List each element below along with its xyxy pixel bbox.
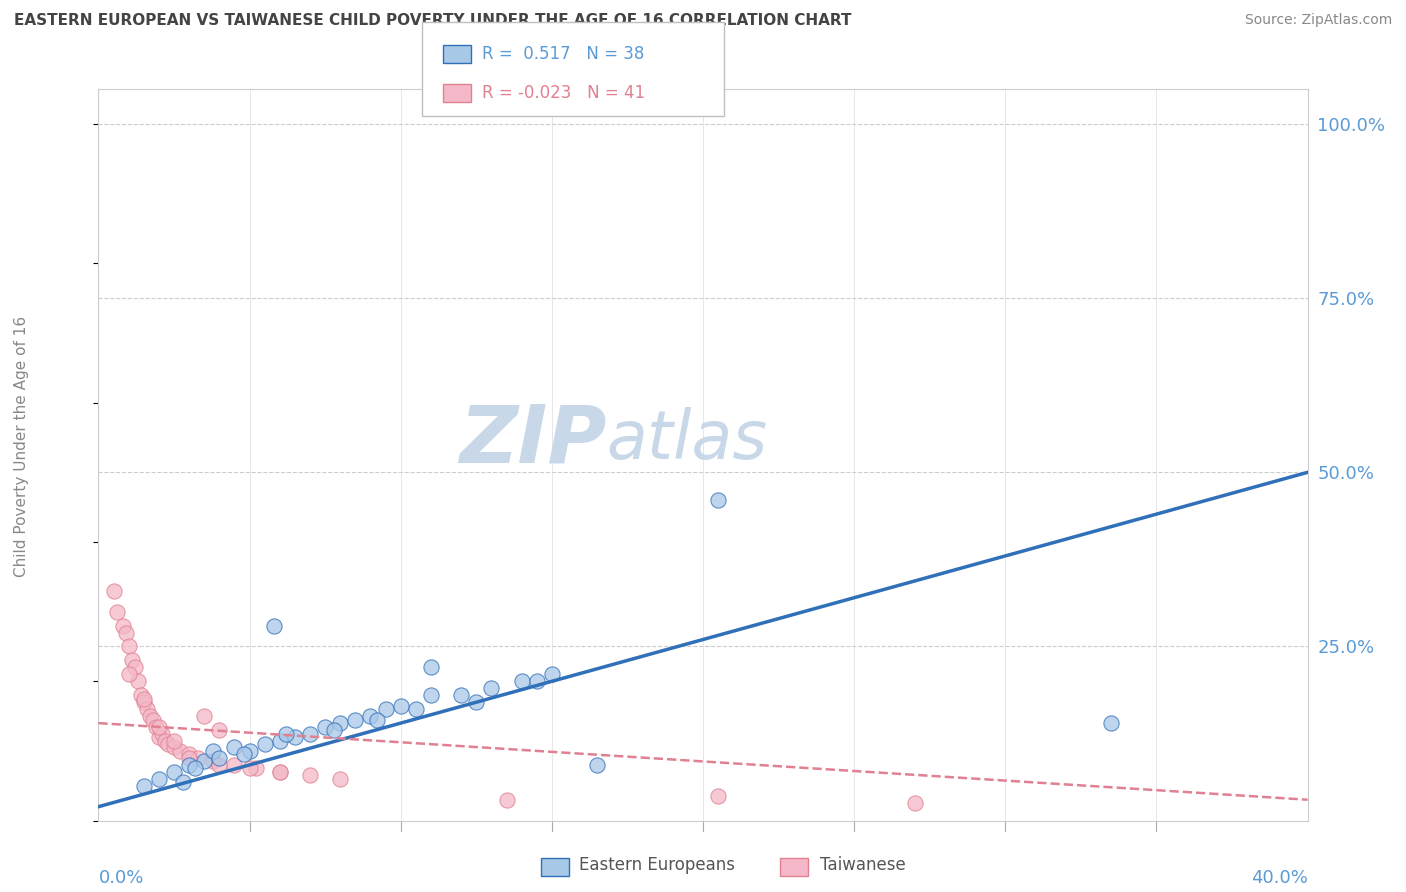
- Point: [245, 761, 267, 775]
- Point: [184, 761, 207, 775]
- Point: [329, 772, 352, 786]
- Text: Eastern Europeans: Eastern Europeans: [579, 856, 735, 874]
- Point: [323, 723, 346, 737]
- Point: [132, 695, 155, 709]
- Point: [179, 747, 201, 762]
- Point: [495, 793, 517, 807]
- Point: [269, 764, 291, 779]
- Point: [150, 726, 173, 740]
- Point: [148, 720, 170, 734]
- Point: [139, 709, 162, 723]
- Point: [103, 583, 125, 598]
- Point: [153, 733, 176, 747]
- Point: [148, 772, 170, 786]
- Point: [202, 744, 225, 758]
- Point: [481, 681, 503, 696]
- Point: [111, 618, 134, 632]
- Point: [208, 723, 231, 737]
- Point: [420, 688, 443, 702]
- Point: [118, 640, 141, 654]
- Point: [179, 758, 201, 772]
- Point: [374, 702, 396, 716]
- Point: [405, 702, 427, 716]
- Point: [344, 713, 367, 727]
- Point: [187, 751, 209, 765]
- Point: [389, 698, 412, 713]
- Point: [118, 667, 141, 681]
- Point: [208, 751, 231, 765]
- Point: [299, 768, 322, 782]
- Point: [1099, 716, 1122, 731]
- Point: [224, 758, 246, 772]
- Point: [253, 737, 276, 751]
- Point: [232, 747, 254, 762]
- Point: [163, 764, 186, 779]
- Point: [541, 667, 564, 681]
- Point: [148, 730, 170, 744]
- Text: ZIP: ZIP: [458, 401, 606, 479]
- Point: [129, 688, 152, 702]
- Text: Source: ZipAtlas.com: Source: ZipAtlas.com: [1244, 13, 1392, 28]
- Point: [156, 737, 179, 751]
- Point: [284, 730, 307, 744]
- Point: [510, 674, 533, 689]
- Point: [135, 702, 157, 716]
- Point: [224, 740, 246, 755]
- Point: [132, 691, 155, 706]
- Point: [526, 674, 548, 689]
- Point: [172, 775, 194, 789]
- Point: [142, 713, 165, 727]
- Point: [179, 751, 201, 765]
- Text: Taiwanese: Taiwanese: [820, 856, 905, 874]
- Point: [420, 660, 443, 674]
- Point: [114, 625, 136, 640]
- Text: 0.0%: 0.0%: [98, 870, 143, 888]
- Point: [366, 713, 388, 727]
- Point: [269, 764, 291, 779]
- Point: [127, 674, 149, 689]
- Point: [193, 709, 215, 723]
- Point: [269, 733, 291, 747]
- Point: [707, 789, 730, 804]
- Point: [299, 726, 322, 740]
- Point: [169, 744, 191, 758]
- Point: [586, 758, 609, 772]
- Text: EASTERN EUROPEAN VS TAIWANESE CHILD POVERTY UNDER THE AGE OF 16 CORRELATION CHAR: EASTERN EUROPEAN VS TAIWANESE CHILD POVE…: [14, 13, 852, 29]
- Point: [208, 758, 231, 772]
- Point: [145, 720, 167, 734]
- Point: [314, 720, 336, 734]
- Point: [450, 688, 472, 702]
- Point: [329, 716, 352, 731]
- Point: [465, 695, 488, 709]
- Point: [124, 660, 146, 674]
- Point: [360, 709, 382, 723]
- Text: atlas: atlas: [606, 408, 768, 474]
- Point: [202, 755, 225, 769]
- Point: [239, 744, 262, 758]
- Point: [263, 618, 285, 632]
- Text: 40.0%: 40.0%: [1251, 870, 1308, 888]
- Point: [105, 605, 128, 619]
- Point: [904, 796, 927, 810]
- Point: [121, 653, 143, 667]
- Point: [193, 755, 215, 769]
- Point: [163, 733, 186, 747]
- Text: R =  0.517   N = 38: R = 0.517 N = 38: [482, 45, 644, 62]
- Text: R = -0.023   N = 41: R = -0.023 N = 41: [482, 84, 645, 102]
- Point: [274, 726, 297, 740]
- Point: [132, 779, 155, 793]
- Text: Child Poverty Under the Age of 16: Child Poverty Under the Age of 16: [14, 316, 28, 576]
- Point: [239, 761, 262, 775]
- Point: [707, 493, 730, 508]
- Point: [163, 740, 186, 755]
